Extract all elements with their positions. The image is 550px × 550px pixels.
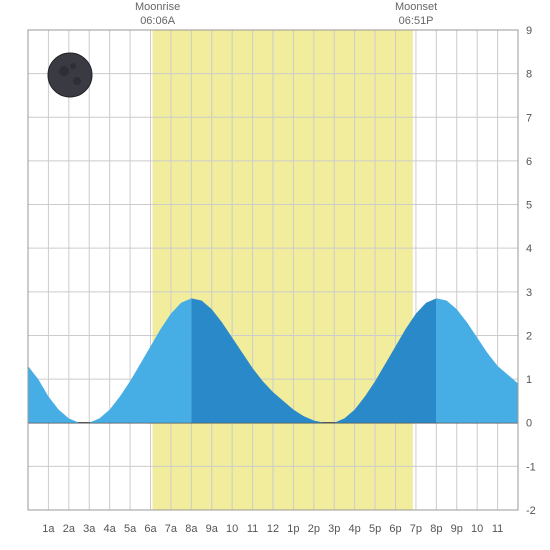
x-tick-label: 2p [308, 523, 320, 535]
x-tick-label: 7a [165, 523, 178, 535]
y-tick-label: 7 [526, 112, 532, 124]
y-tick-label: 1 [526, 374, 532, 386]
chart-svg: -2-101234567891a2a3a4a5a6a7a8a9a1011121p… [0, 0, 550, 550]
x-tick-label: 3p [328, 523, 340, 535]
x-tick-label: 8p [430, 523, 442, 535]
moon-icon [48, 53, 92, 97]
moonrise-time: 06:06A [140, 15, 175, 27]
y-tick-label: 6 [526, 156, 532, 168]
x-tick-label: 12 [267, 523, 279, 535]
x-tick-label: 6p [389, 523, 401, 535]
x-tick-label: 11 [247, 523, 258, 535]
y-tick-label: 2 [526, 330, 532, 342]
x-tick-label: 9p [451, 523, 463, 535]
moonset-label: Moonset 06:51P [395, 0, 437, 29]
moon-crater [70, 63, 76, 69]
x-tick-label: 1a [42, 523, 55, 535]
y-tick-label: 4 [526, 243, 532, 255]
x-tick-label: 3a [83, 523, 96, 535]
moon-crater [59, 66, 69, 76]
x-tick-label: 4p [349, 523, 361, 535]
y-tick-label: 8 [526, 69, 532, 81]
moon-crater [73, 77, 81, 85]
x-tick-label: 8a [185, 523, 198, 535]
y-tick-label: 0 [526, 418, 532, 430]
x-tick-label: 6a [144, 523, 157, 535]
x-tick-label: 9a [206, 523, 219, 535]
moonrise-title: Moonrise [135, 1, 180, 13]
x-tick-label: 7p [410, 523, 422, 535]
x-tick-label: 11 [492, 523, 503, 535]
y-tick-label: -1 [526, 461, 536, 473]
y-tick-label: 5 [526, 200, 532, 212]
moonrise-label: Moonrise 06:06A [135, 0, 180, 29]
moonset-title: Moonset [395, 1, 437, 13]
x-tick-label: 5a [124, 523, 137, 535]
x-tick-label: 4a [104, 523, 117, 535]
x-tick-label: 10 [471, 523, 483, 535]
moonset-time: 06:51P [399, 15, 434, 27]
y-tick-label: -2 [526, 505, 536, 517]
x-tick-label: 2a [63, 523, 76, 535]
tide-chart: Moonrise 06:06A Moonset 06:51P -2-101234… [0, 0, 550, 550]
x-tick-label: 5p [369, 523, 381, 535]
y-tick-label: 3 [526, 287, 532, 299]
x-tick-label: 1p [287, 523, 299, 535]
x-tick-label: 10 [226, 523, 238, 535]
y-tick-label: 9 [526, 25, 532, 37]
